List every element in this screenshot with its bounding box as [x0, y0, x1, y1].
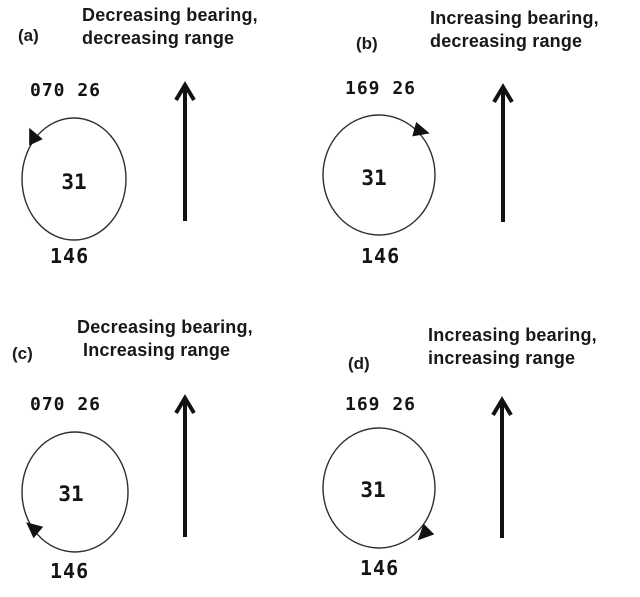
turn-circle	[21, 117, 127, 241]
panel-b: (b) Increasing bearing, decreasing range …	[320, 0, 640, 298]
circle-bottom-label: 146	[360, 556, 400, 580]
panel-label: (a)	[18, 26, 39, 45]
turn-circle	[322, 114, 436, 236]
panel-c-shapes	[21, 394, 196, 553]
circle-center-label: 31	[61, 170, 87, 194]
bearing-range-label: 169 26	[345, 78, 417, 99]
title-line-1: Decreasing bearing,	[82, 5, 258, 25]
panel-label: (d)	[348, 354, 370, 373]
title-line-2: decreasing range	[430, 31, 583, 51]
title-line-1: Increasing bearing,	[430, 8, 599, 28]
turn-circle	[322, 427, 436, 549]
title-line-2: Increasing range	[83, 340, 231, 360]
direction-marker-icon	[26, 522, 44, 539]
title-line-1: Increasing bearing,	[428, 325, 597, 345]
up-arrow-icon	[492, 83, 514, 222]
direction-marker-icon	[417, 523, 435, 541]
bearing-range-label: 169 26	[345, 394, 417, 415]
up-arrow-icon	[491, 396, 513, 538]
panel-d: (d) Increasing bearing, increasing range …	[320, 300, 640, 597]
bearing-range-label: 070 26	[30, 80, 102, 101]
panel-c: (c) Decreasing bearing, Increasing range …	[0, 300, 320, 597]
circle-center-label: 31	[360, 478, 386, 502]
panel-b-shapes	[322, 83, 514, 236]
circle-bottom-label: 146	[50, 559, 90, 583]
panel-a: (a) Decreasing bearing, decreasing range …	[0, 0, 320, 298]
circle-center-label: 31	[58, 482, 84, 506]
circle-center-label: 31	[361, 166, 387, 190]
panel-d-shapes	[322, 396, 513, 549]
up-arrow-icon	[174, 394, 196, 537]
panel-title: Decreasing bearing, Increasing range	[77, 316, 253, 362]
bearing-range-label: 070 26	[30, 394, 102, 415]
circle-bottom-label: 146	[50, 244, 90, 268]
title-line-2: decreasing range	[82, 28, 235, 48]
panel-title: Increasing bearing, decreasing range	[430, 7, 599, 53]
panel-title: Decreasing bearing, decreasing range	[82, 4, 258, 50]
direction-marker-icon	[29, 127, 43, 146]
title-line-2: increasing range	[428, 348, 576, 368]
panel-title: Increasing bearing, increasing range	[428, 324, 597, 370]
panel-a-shapes	[21, 81, 196, 241]
circle-bottom-label: 146	[361, 244, 401, 268]
panel-label: (b)	[356, 34, 378, 53]
up-arrow-icon	[174, 81, 196, 221]
turn-circle	[21, 431, 129, 553]
title-line-1: Decreasing bearing,	[77, 317, 253, 337]
direction-marker-icon	[412, 121, 430, 137]
panel-label: (c)	[12, 344, 33, 363]
